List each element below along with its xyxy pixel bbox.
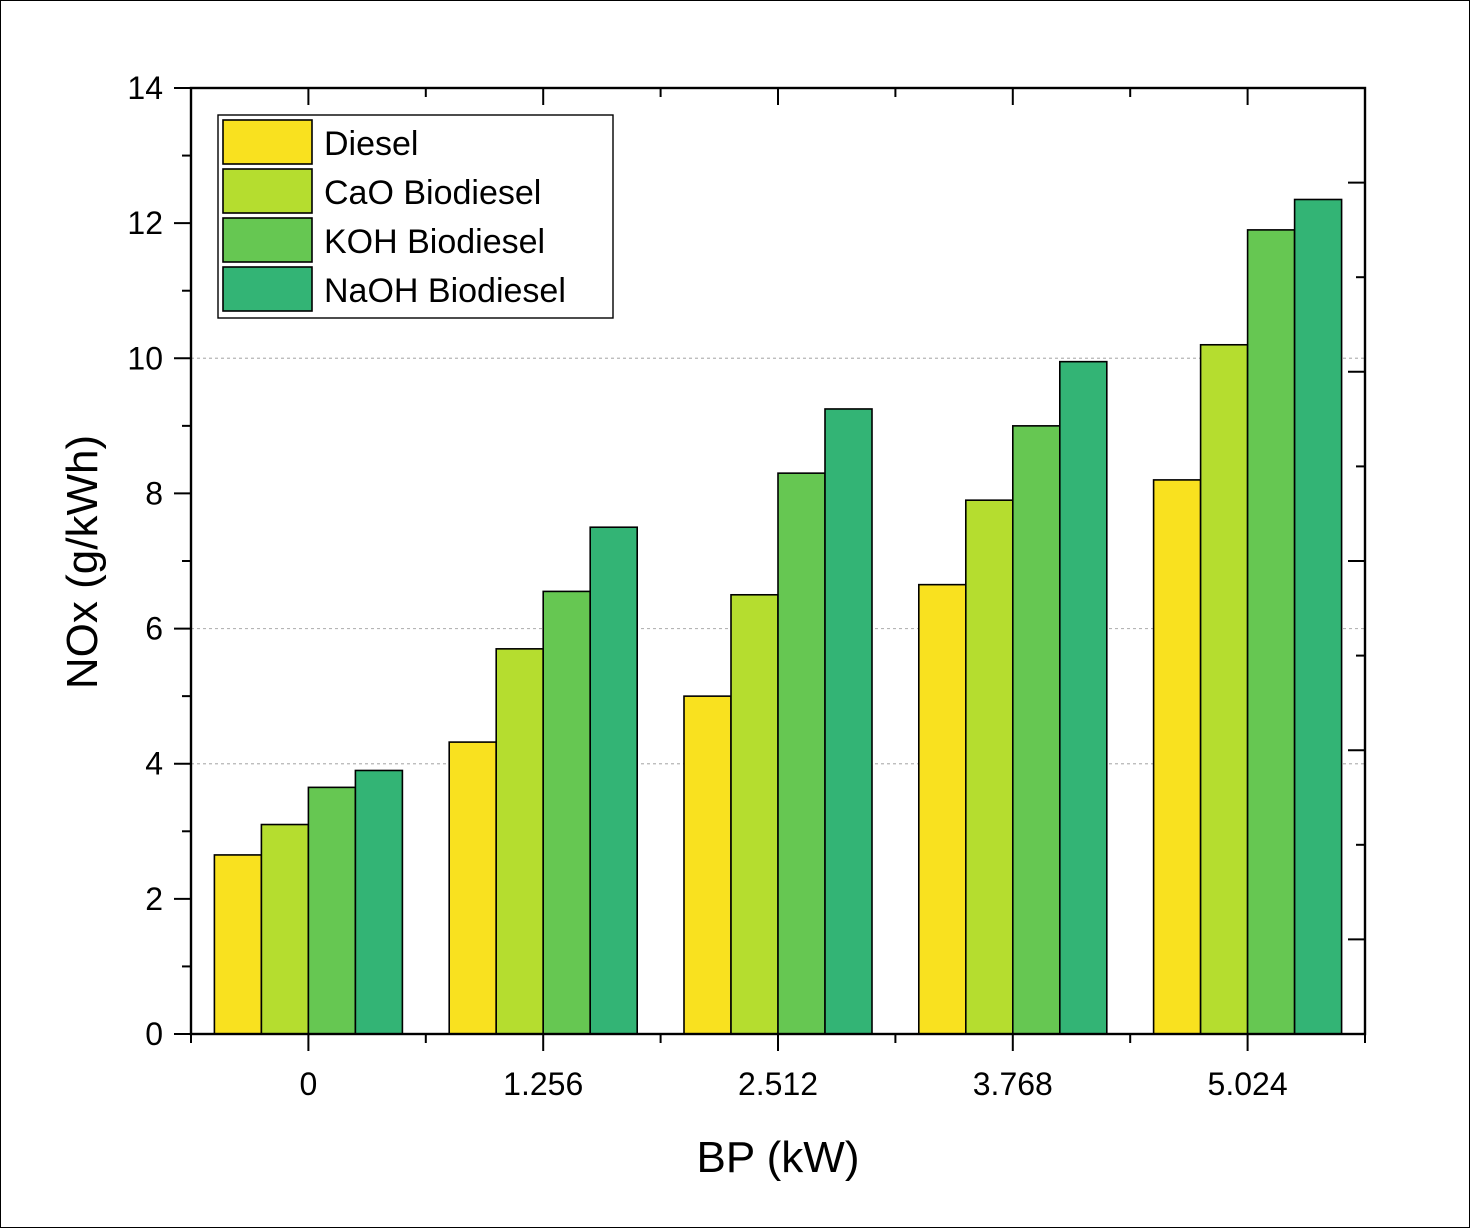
bar-diesel-1: [448, 741, 498, 1035]
legend-swatch: [222, 168, 313, 214]
y-tick-label: 12: [127, 205, 163, 241]
y-tick-label: 2: [145, 881, 163, 917]
y-tick-label: 4: [145, 746, 163, 782]
bar-cao-biodiesel-0: [260, 823, 310, 1035]
bar-cao-biodiesel-1: [495, 648, 545, 1035]
bar-cao-biodiesel-4: [1199, 343, 1249, 1035]
bar-diesel-2: [683, 695, 732, 1035]
bar-diesel-3: [917, 583, 967, 1035]
x-tick-label: 2.512: [738, 1066, 818, 1102]
y-tick-label: 10: [127, 340, 163, 376]
y-tick-label: 14: [127, 70, 163, 106]
bar-naoh-biodiesel-3: [1059, 360, 1108, 1035]
legend-label: CaO Biodiesel: [324, 174, 541, 212]
bar-koh-biodiesel-0: [307, 786, 357, 1035]
y-axis-title: NOx (g/kWh): [58, 435, 107, 689]
x-tick-label: 3.768: [973, 1066, 1053, 1102]
axes: 0 2 4 6 8 10 12 14 0 1.256 2.512 3.768 5.024: [127, 70, 1367, 1102]
legend: Diesel CaO Biodiesel KOH Biodiesel NaOH Bio…: [217, 114, 614, 319]
bar-cao-biodiesel-3: [964, 499, 1014, 1035]
legend-label: Diesel: [324, 125, 418, 163]
x-tick-label: 0: [300, 1066, 318, 1102]
bar-diesel-4: [1152, 479, 1202, 1035]
legend-swatch: [222, 119, 313, 165]
x-axis-title: BP (kW): [697, 1133, 860, 1182]
x-tick-label: 5.024: [1208, 1066, 1288, 1102]
bar-koh-biodiesel-2: [777, 472, 826, 1035]
bars: [213, 198, 1343, 1035]
legend-label: KOH Biodiesel: [324, 223, 545, 261]
legend-label: NaOH Biodiesel: [324, 272, 566, 310]
bar-koh-biodiesel-4: [1246, 229, 1296, 1035]
bar-naoh-biodiesel-0: [354, 769, 404, 1035]
legend-swatch: [222, 266, 313, 312]
y-tick-label: 0: [145, 1016, 163, 1052]
bar-diesel-0: [213, 854, 263, 1035]
legend-swatch: [222, 217, 313, 263]
x-tick-label: 1.256: [503, 1066, 583, 1102]
bar-cao-biodiesel-2: [730, 593, 779, 1035]
y-tick-label: 8: [145, 475, 163, 511]
bar-naoh-biodiesel-2: [824, 408, 873, 1035]
bar-koh-biodiesel-3: [1011, 425, 1061, 1035]
bar-naoh-biodiesel-1: [589, 526, 639, 1035]
bar-naoh-biodiesel-4: [1293, 198, 1343, 1035]
bar-koh-biodiesel-1: [542, 590, 592, 1035]
y-tick-label: 6: [145, 611, 163, 647]
